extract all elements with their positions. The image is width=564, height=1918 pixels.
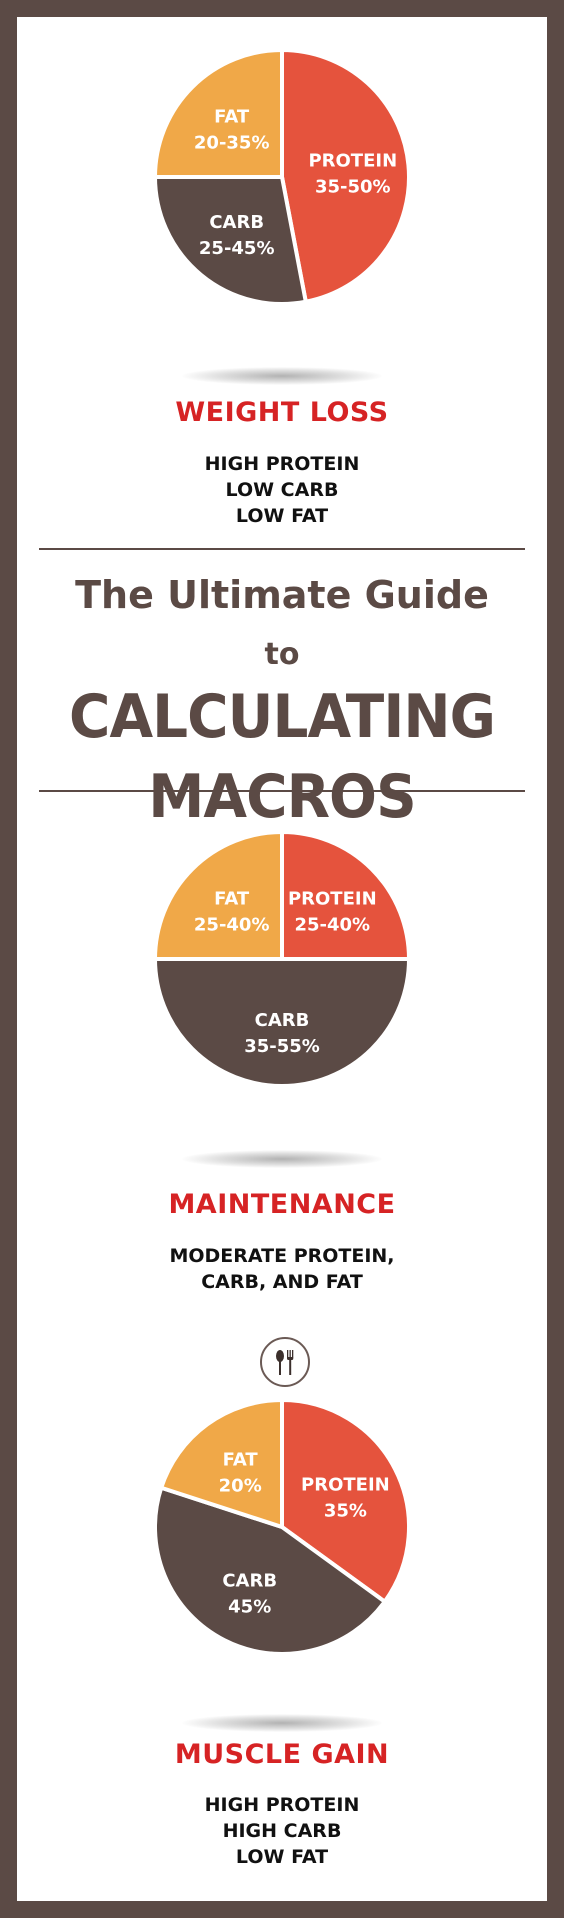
slice-label: FAT	[223, 1450, 259, 1471]
maintenance-title: MAINTENANCE	[168, 1189, 396, 1220]
slice-value-label: 35-50%	[315, 176, 391, 197]
slice-value-label: 35-55%	[244, 1036, 320, 1057]
pie-slice-fat	[152, 47, 284, 179]
description-line: CARB, AND FAT	[201, 1271, 363, 1293]
description-line: LOW CARB	[225, 479, 339, 501]
slice-label: CARB	[255, 1010, 310, 1031]
pie-slice-carb	[152, 957, 412, 1088]
infographic-frame: PROTEIN 35-50% CARB 25-45% FAT 20-35% WEIGHT …	[17, 17, 547, 1901]
maintenance-description: MODERATE PROTEIN, CARB, AND FAT	[17, 1243, 547, 1295]
brand-logo	[260, 1337, 310, 1387]
weight-loss-description: HIGH PROTEIN LOW CARB LOW FAT	[17, 451, 547, 529]
description-line: HIGH PROTEIN	[204, 1794, 360, 1816]
maintenance-pie-chart: PROTEIN 25-40% CARB 35-55% FAT 25-40%	[152, 829, 412, 1088]
maintenance-section: PROTEIN 25-40% CARB 35-55% FAT 25-40%	[17, 829, 547, 1089]
description-line: HIGH CARB	[222, 1820, 342, 1842]
pie-slice-fat	[152, 829, 284, 961]
guide-headline-line1: The Ultimate Guide	[75, 573, 489, 617]
slice-label: PROTEIN	[301, 1475, 390, 1496]
weight-loss-pie-chart: PROTEIN 35-50% CARB 25-45% FAT 20-35%	[152, 47, 411, 306]
pie-slice-protein	[280, 829, 412, 961]
description-line: LOW FAT	[235, 1846, 329, 1868]
pie-shadow	[182, 1150, 382, 1168]
pie-shadow	[182, 367, 382, 385]
muscle-gain-section: PROTEIN 35% CARB 45% FAT 20%	[17, 1397, 547, 1657]
slice-label: PROTEIN	[308, 150, 397, 171]
muscle-gain-pie-chart: PROTEIN 35% CARB 45% FAT 20%	[153, 1397, 411, 1657]
pie-slice-carb	[152, 175, 309, 306]
slice-label: CARB	[209, 212, 264, 233]
muscle-gain-description: HIGH PROTEIN HIGH CARB LOW FAT	[17, 1792, 547, 1870]
slice-label: CARB	[222, 1570, 277, 1591]
muscle-gain-title: MUSCLE GAIN	[174, 1739, 390, 1770]
description-line: MODERATE PROTEIN,	[169, 1245, 395, 1267]
weight-loss-section: PROTEIN 35-50% CARB 25-45% FAT 20-35%	[17, 47, 547, 307]
divider-top	[39, 548, 525, 550]
slice-label: PROTEIN	[288, 889, 377, 910]
slice-value-label: 45%	[228, 1596, 271, 1617]
guide-headline-line2: to	[264, 637, 300, 672]
divider-bottom	[39, 790, 525, 792]
slice-value-label: 25-40%	[294, 915, 370, 936]
description-line: HIGH PROTEIN	[204, 453, 360, 475]
description-line: LOW FAT	[235, 505, 329, 527]
slice-value-label: 25-45%	[199, 238, 275, 259]
pie-slice-protein	[280, 47, 411, 305]
slice-value-label: 20-35%	[194, 133, 270, 154]
weight-loss-title: WEIGHT LOSS	[175, 397, 389, 428]
pie-shadow	[182, 1714, 382, 1732]
spoon-fork-icon	[276, 1350, 294, 1375]
slice-value-label: 25-40%	[194, 915, 270, 936]
guide-headline-line3: CALCULATING MACROS	[69, 682, 496, 832]
slice-label: FAT	[214, 889, 250, 910]
slice-value-label: 35%	[324, 1501, 367, 1522]
pie-slice-carb	[153, 1485, 388, 1657]
pie-slice-fat	[158, 1397, 284, 1530]
slice-value-label: 20%	[219, 1476, 262, 1497]
slice-label: FAT	[214, 107, 250, 128]
pie-slice-protein	[280, 1397, 411, 1605]
